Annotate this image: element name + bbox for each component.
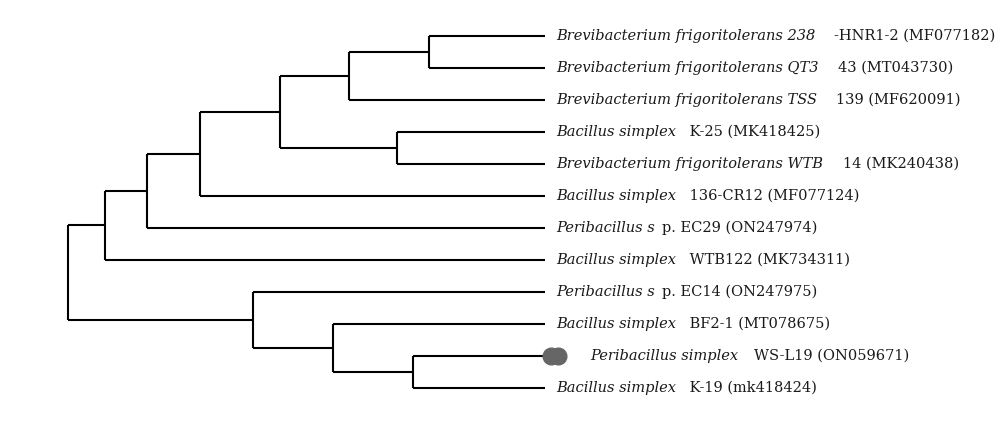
Text: Bacillus simplex: Bacillus simplex: [556, 381, 676, 395]
Text: WS-L19 (ON059671): WS-L19 (ON059671): [754, 349, 910, 363]
Text: Bacillus simplex: Bacillus simplex: [556, 317, 676, 331]
Text: 43 (MT043730): 43 (MT043730): [838, 61, 953, 75]
Text: Brevibacterium frigoritolerans QT3: Brevibacterium frigoritolerans QT3: [556, 61, 818, 75]
Text: 14 (MK240438): 14 (MK240438): [843, 157, 959, 171]
Text: Peribacillus s: Peribacillus s: [556, 221, 655, 235]
Text: K-19 (mk418424): K-19 (mk418424): [685, 381, 817, 395]
Text: 139 (MF620091): 139 (MF620091): [836, 93, 961, 107]
Text: Bacillus simplex: Bacillus simplex: [556, 189, 676, 203]
Text: p. EC14 (ON247975): p. EC14 (ON247975): [662, 285, 817, 299]
Text: Peribacillus simplex: Peribacillus simplex: [590, 349, 743, 363]
Text: Bacillus simplex: Bacillus simplex: [556, 125, 676, 139]
Text: K-25 (MK418425): K-25 (MK418425): [685, 125, 820, 139]
Text: -HNR1-2 (MF077182): -HNR1-2 (MF077182): [834, 29, 996, 43]
Text: Peribacillus s: Peribacillus s: [556, 285, 655, 299]
Text: 136-CR12 (MF077124): 136-CR12 (MF077124): [685, 189, 859, 203]
Text: Brevibacterium frigoritolerans WTB: Brevibacterium frigoritolerans WTB: [556, 157, 823, 171]
Text: Brevibacterium frigoritolerans TSS: Brevibacterium frigoritolerans TSS: [556, 93, 817, 107]
Text: Bacillus simplex: Bacillus simplex: [556, 253, 676, 267]
Text: p. EC29 (ON247974): p. EC29 (ON247974): [662, 221, 817, 235]
Text: BF2-1 (MT078675): BF2-1 (MT078675): [685, 317, 830, 331]
Text: WTB122 (MK734311): WTB122 (MK734311): [685, 253, 850, 267]
Text: Brevibacterium frigoritolerans 238: Brevibacterium frigoritolerans 238: [556, 29, 815, 43]
